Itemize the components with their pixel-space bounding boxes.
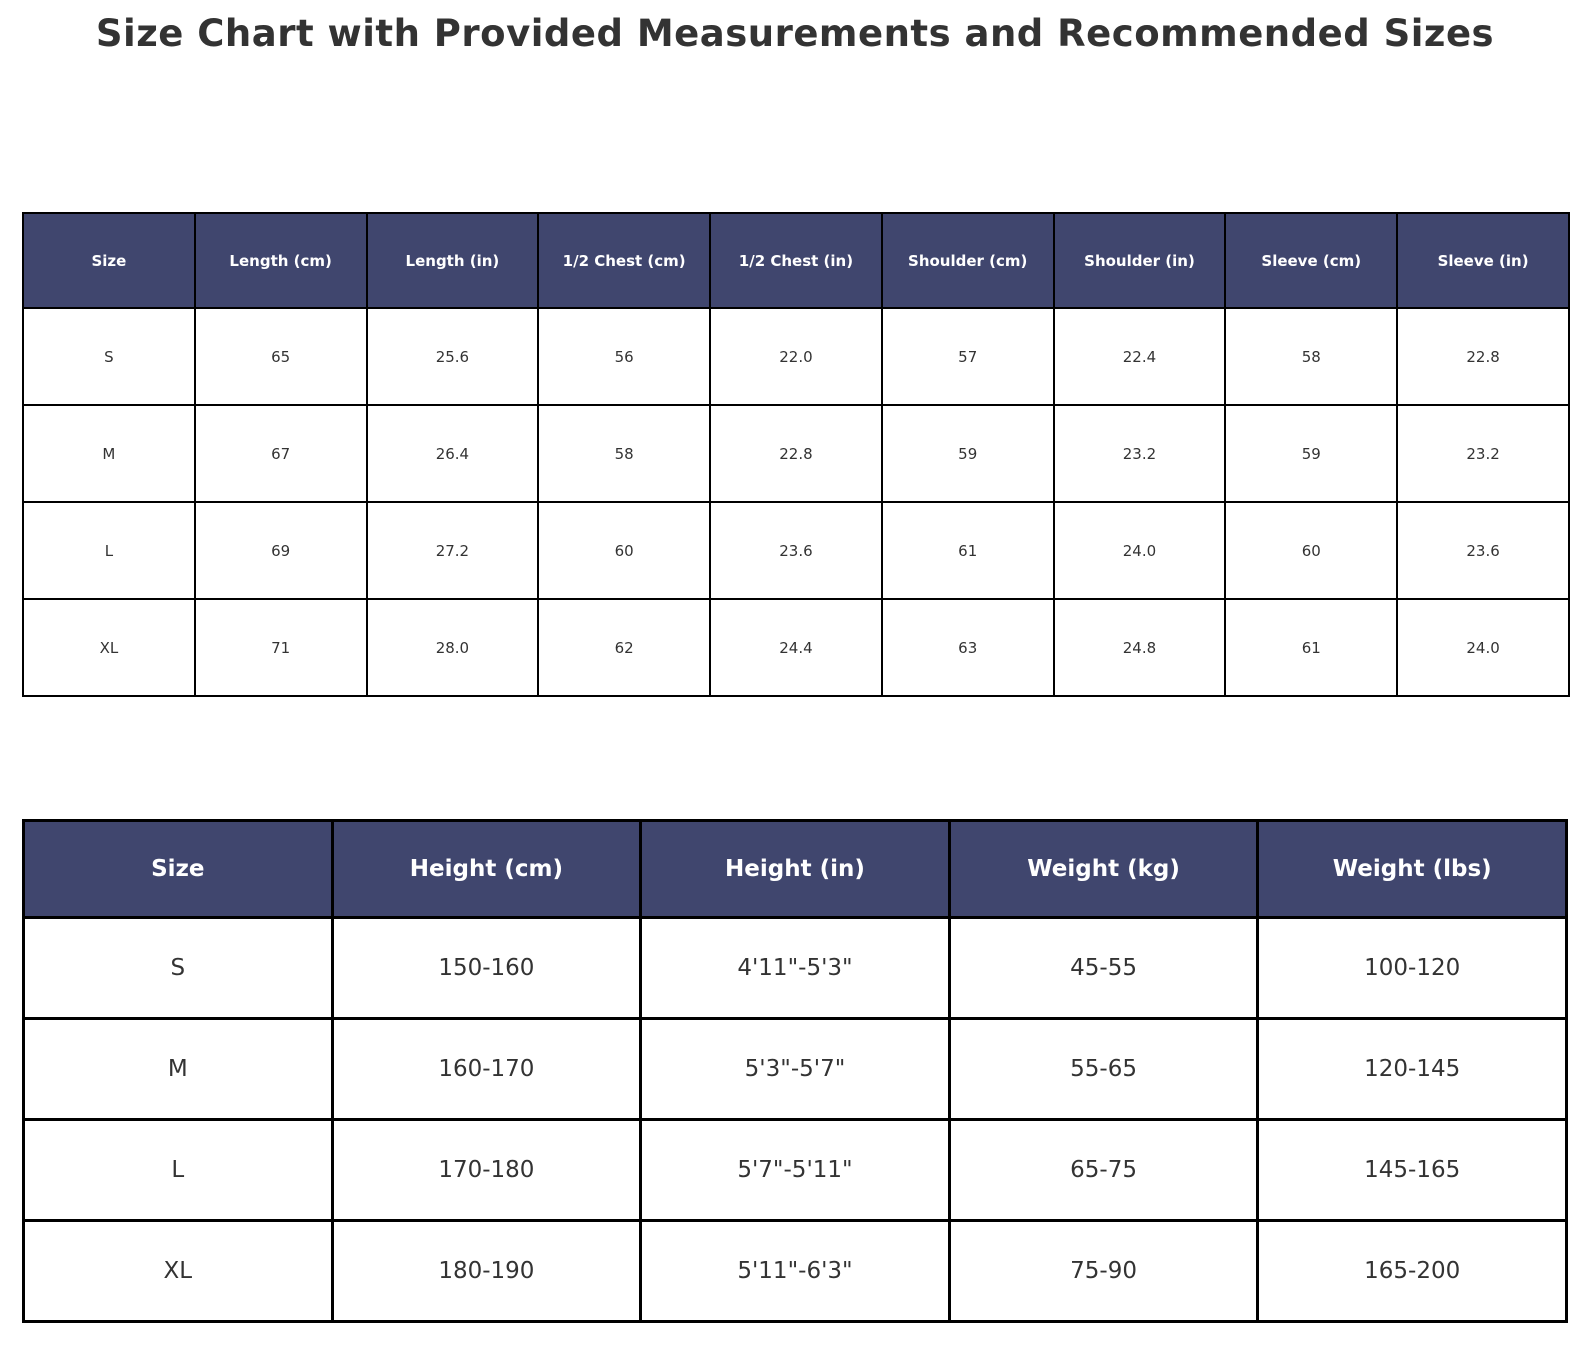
value-cell: 170-180 bbox=[330, 1118, 643, 1222]
value-cell: 26.4 bbox=[365, 404, 540, 503]
value-cell: 100-120 bbox=[1256, 916, 1568, 1020]
value-cell: 23.2 bbox=[1052, 404, 1227, 503]
value-cell: 28.0 bbox=[365, 598, 540, 697]
value-cell: 60 bbox=[537, 501, 712, 600]
column-header: Sleeve (in) bbox=[1396, 212, 1570, 309]
value-cell: 65 bbox=[193, 307, 368, 406]
value-cell: 71 bbox=[193, 598, 368, 697]
value-cell: 57 bbox=[880, 307, 1055, 406]
value-cell: 160-170 bbox=[330, 1017, 643, 1121]
size-cell: S bbox=[22, 307, 196, 406]
value-cell: 22.8 bbox=[1396, 307, 1570, 406]
value-cell: 23.6 bbox=[709, 501, 883, 600]
value-cell: 69 bbox=[193, 501, 368, 600]
column-header: Height (cm) bbox=[330, 819, 643, 919]
value-cell: 24.0 bbox=[1052, 501, 1227, 600]
size-cell: XL bbox=[22, 598, 196, 697]
column-header: Sleeve (cm) bbox=[1224, 212, 1399, 309]
column-header: Size bbox=[22, 819, 334, 919]
value-cell: 60 bbox=[1224, 501, 1399, 600]
value-cell: 5'7"-5'11" bbox=[639, 1118, 951, 1222]
value-cell: 145-165 bbox=[1256, 1118, 1568, 1222]
table-row: XL 71 28.0 62 24.4 63 24.8 61 24.0 bbox=[22, 598, 1570, 697]
value-cell: 24.4 bbox=[709, 598, 883, 697]
table-row: L 170-180 5'7"-5'11" 65-75 145-165 bbox=[22, 1118, 1568, 1222]
size-cell: L bbox=[22, 501, 196, 600]
column-header: Length (in) bbox=[365, 212, 540, 309]
value-cell: 65-75 bbox=[947, 1118, 1260, 1222]
value-cell: 22.4 bbox=[1052, 307, 1227, 406]
table-row: XL 180-190 5'11"-6'3" 75-90 165-200 bbox=[22, 1219, 1568, 1323]
value-cell: 61 bbox=[880, 501, 1055, 600]
value-cell: 22.0 bbox=[709, 307, 883, 406]
table-row: S 150-160 4'11"-5'3" 45-55 100-120 bbox=[22, 916, 1568, 1020]
value-cell: 24.8 bbox=[1052, 598, 1227, 697]
table-row: S 65 25.6 56 22.0 57 22.4 58 22.8 bbox=[22, 307, 1570, 406]
value-cell: 150-160 bbox=[330, 916, 643, 1020]
value-cell: 45-55 bbox=[947, 916, 1260, 1020]
column-header: Size bbox=[22, 212, 196, 309]
value-cell: 55-65 bbox=[947, 1017, 1260, 1121]
size-cell: L bbox=[22, 1118, 334, 1222]
value-cell: 22.8 bbox=[709, 404, 883, 503]
size-cell: S bbox=[22, 916, 334, 1020]
value-cell: 24.0 bbox=[1396, 598, 1570, 697]
value-cell: 63 bbox=[880, 598, 1055, 697]
value-cell: 75-90 bbox=[947, 1219, 1260, 1323]
value-cell: 5'3"-5'7" bbox=[639, 1017, 951, 1121]
value-cell: 5'11"-6'3" bbox=[639, 1219, 951, 1323]
value-cell: 23.2 bbox=[1396, 404, 1570, 503]
value-cell: 120-145 bbox=[1256, 1017, 1568, 1121]
value-cell: 4'11"-5'3" bbox=[639, 916, 951, 1020]
value-cell: 67 bbox=[193, 404, 368, 503]
value-cell: 23.6 bbox=[1396, 501, 1570, 600]
column-header: 1/2 Chest (in) bbox=[709, 212, 883, 309]
value-cell: 165-200 bbox=[1256, 1219, 1568, 1323]
value-cell: 61 bbox=[1224, 598, 1399, 697]
value-cell: 59 bbox=[1224, 404, 1399, 503]
size-cell: XL bbox=[22, 1219, 334, 1323]
size-cell: M bbox=[22, 404, 196, 503]
size-chart-page: Size Chart with Provided Measurements an… bbox=[22, 12, 1570, 1323]
size-cell: M bbox=[22, 1017, 334, 1121]
value-cell: 62 bbox=[537, 598, 712, 697]
column-header: Weight (kg) bbox=[947, 819, 1260, 919]
column-header: 1/2 Chest (cm) bbox=[537, 212, 712, 309]
table-row: M 160-170 5'3"-5'7" 55-65 120-145 bbox=[22, 1017, 1568, 1121]
value-cell: 25.6 bbox=[365, 307, 540, 406]
header-row: Size Height (cm) Height (in) Weight (kg) Wei… bbox=[22, 819, 1568, 919]
measurements-table: Size Length (cm) Length (in) 1/2 Chest (cm)… bbox=[22, 212, 1570, 697]
column-header: Shoulder (in) bbox=[1052, 212, 1227, 309]
recommended-sizes-table: Size Height (cm) Height (in) Weight (kg) Wei… bbox=[22, 819, 1568, 1323]
column-header: Height (in) bbox=[639, 819, 951, 919]
value-cell: 58 bbox=[537, 404, 712, 503]
page-title: Size Chart with Provided Measurements an… bbox=[95, 12, 1495, 55]
table-row: L 69 27.2 60 23.6 61 24.0 60 23.6 bbox=[22, 501, 1570, 600]
value-cell: 59 bbox=[880, 404, 1055, 503]
value-cell: 58 bbox=[1224, 307, 1399, 406]
column-header: Weight (lbs) bbox=[1256, 819, 1568, 919]
header-row: Size Length (cm) Length (in) 1/2 Chest (cm)… bbox=[22, 212, 1570, 309]
value-cell: 180-190 bbox=[330, 1219, 643, 1323]
column-header: Shoulder (cm) bbox=[880, 212, 1055, 309]
table-row: M 67 26.4 58 22.8 59 23.2 59 23.2 bbox=[22, 404, 1570, 503]
value-cell: 27.2 bbox=[365, 501, 540, 600]
column-header: Length (cm) bbox=[193, 212, 368, 309]
value-cell: 56 bbox=[537, 307, 712, 406]
